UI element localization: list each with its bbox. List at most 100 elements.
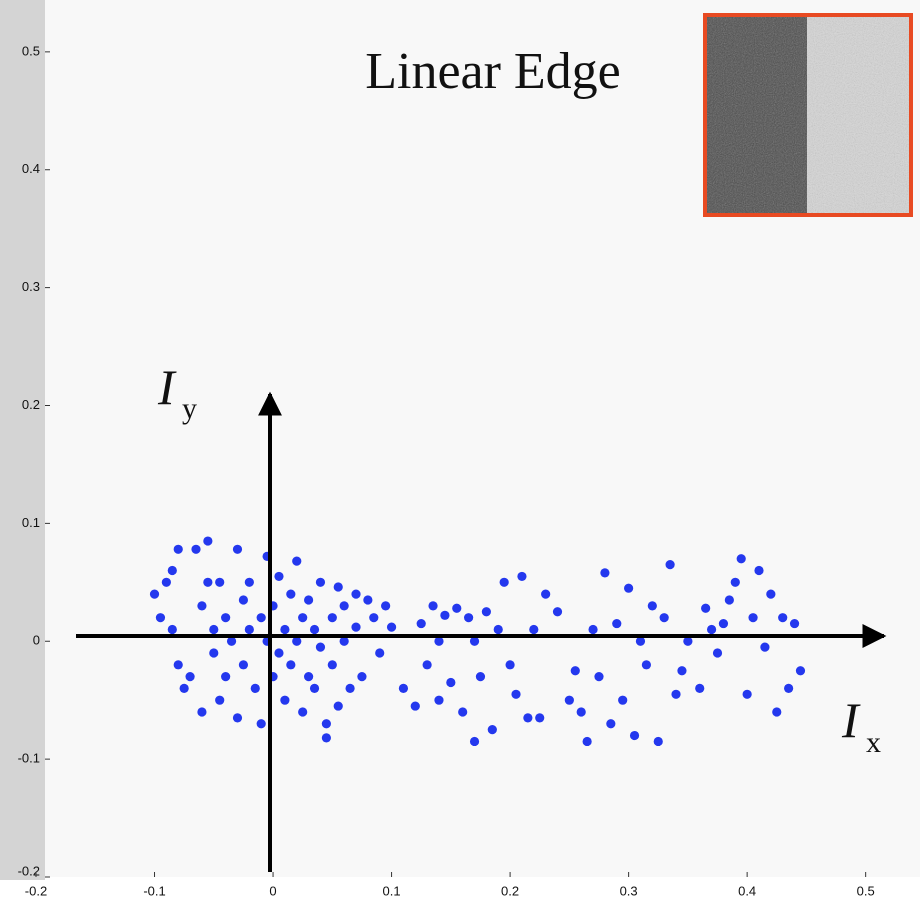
y-axis-subscript: y: [182, 392, 197, 425]
point: [238, 595, 249, 605]
point: [464, 613, 474, 623]
point: [304, 595, 314, 605]
point: [286, 660, 296, 670]
point: [226, 636, 237, 646]
point: [434, 695, 444, 705]
point: [612, 618, 622, 629]
point: [416, 618, 426, 629]
point: [677, 666, 687, 676]
point: [724, 595, 734, 605]
point: [203, 536, 213, 546]
y-tick-label: -0.2: [18, 863, 40, 878]
point: [339, 636, 349, 646]
point: [280, 695, 290, 705]
point: [327, 613, 337, 623]
point: [730, 577, 740, 587]
point: [784, 683, 794, 693]
y-tick-label: 0.4: [22, 161, 40, 176]
point: [256, 719, 266, 729]
point: [149, 589, 160, 599]
point: [286, 589, 296, 599]
point: [736, 554, 746, 564]
point: [452, 603, 462, 613]
point: [309, 683, 320, 693]
point: [434, 636, 444, 646]
point: [718, 618, 729, 629]
point: [469, 736, 480, 747]
point: [469, 636, 480, 646]
point: [778, 613, 788, 623]
point: [701, 603, 711, 613]
point: [748, 613, 758, 623]
point: [321, 733, 331, 743]
y-tick-label: 0.5: [22, 43, 40, 58]
y-tick-label: 0.2: [22, 397, 40, 412]
x-axis-label: I: [841, 692, 861, 748]
point: [618, 695, 628, 705]
point: [197, 707, 207, 717]
point: [505, 660, 515, 670]
point: [351, 622, 361, 632]
x-tick-label: 0.2: [501, 883, 519, 898]
point: [209, 648, 219, 658]
point: [795, 666, 806, 676]
point: [576, 707, 586, 717]
point: [712, 648, 723, 658]
point: [244, 624, 254, 635]
point: [706, 624, 717, 635]
point: [173, 544, 183, 554]
point: [244, 577, 254, 587]
point: [493, 624, 503, 635]
point: [250, 683, 260, 693]
point: [221, 672, 231, 682]
point: [398, 683, 409, 693]
point: [315, 577, 326, 587]
point: [659, 613, 669, 623]
axis-strip: [0, 0, 45, 880]
point: [665, 560, 675, 570]
chart-title: Linear Edge: [365, 43, 621, 100]
y-tick-label: 0: [33, 633, 40, 648]
x-tick-label: 0: [269, 883, 276, 898]
point: [386, 622, 397, 632]
x-axis-subscript: x: [866, 726, 881, 759]
y-tick-label: 0.3: [22, 279, 40, 294]
point: [357, 672, 367, 682]
x-tick-label: 0.4: [738, 883, 756, 898]
point: [683, 636, 693, 646]
point: [541, 589, 551, 599]
y-axis-label: I: [157, 359, 177, 415]
point: [529, 624, 539, 635]
point: [653, 736, 663, 747]
point: [191, 544, 201, 554]
point: [624, 583, 634, 593]
point: [422, 660, 432, 670]
point: [292, 636, 302, 646]
point: [535, 713, 545, 723]
point: [292, 556, 302, 566]
point: [766, 589, 776, 599]
point: [161, 577, 171, 587]
point: [594, 672, 604, 682]
point: [446, 677, 456, 688]
point: [155, 613, 166, 623]
x-tick-label: -0.2: [25, 883, 47, 898]
x-tick-label: 0.3: [620, 883, 638, 898]
point: [185, 672, 195, 682]
point: [298, 613, 308, 623]
point: [635, 636, 646, 646]
point: [209, 624, 219, 635]
point: [582, 736, 592, 747]
point: [351, 589, 361, 599]
y-tick-label: -0.1: [18, 751, 40, 766]
point: [641, 660, 651, 670]
point: [197, 601, 207, 611]
point: [274, 571, 284, 582]
point: [327, 660, 337, 670]
point: [564, 695, 574, 705]
point: [369, 613, 379, 623]
point: [499, 577, 509, 587]
point: [274, 648, 284, 658]
point: [215, 577, 225, 587]
